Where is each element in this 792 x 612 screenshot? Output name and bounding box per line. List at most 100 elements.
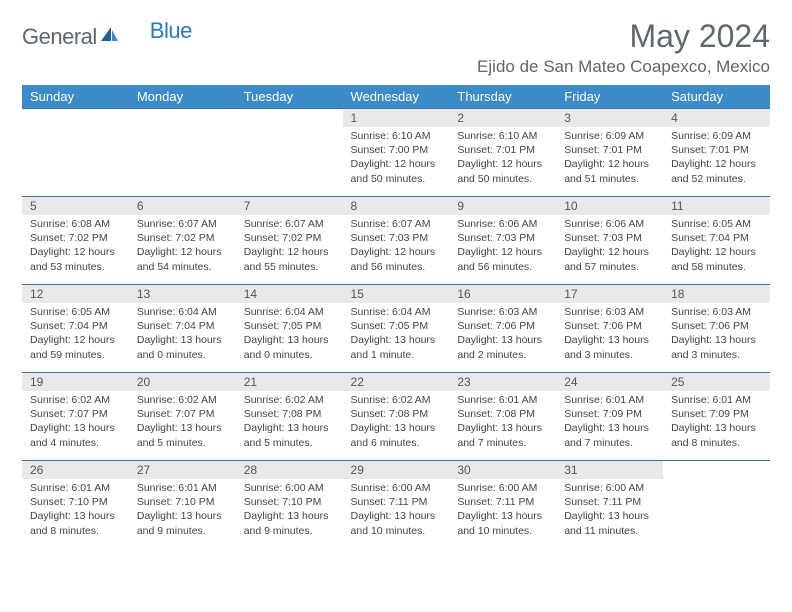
sunset-line: Sunset: 7:01 PM (457, 143, 548, 157)
calendar-head: SundayMondayTuesdayWednesdayThursdayFrid… (22, 85, 770, 109)
calendar-table: SundayMondayTuesdayWednesdayThursdayFrid… (22, 85, 770, 549)
day-number: 25 (663, 373, 770, 391)
calendar-day-cell: 5Sunrise: 6:08 AMSunset: 7:02 PMDaylight… (22, 197, 129, 285)
weekday-header: Friday (556, 85, 663, 109)
day-body: Sunrise: 6:04 AMSunset: 7:05 PMDaylight:… (343, 303, 450, 366)
day-body: Sunrise: 6:07 AMSunset: 7:02 PMDaylight:… (236, 215, 343, 278)
daylight-line: Daylight: 12 hours and 50 minutes. (457, 157, 548, 185)
day-number: 27 (129, 461, 236, 479)
calendar-day-cell (663, 461, 770, 549)
calendar-day-cell: 8Sunrise: 6:07 AMSunset: 7:03 PMDaylight… (343, 197, 450, 285)
sunset-line: Sunset: 7:10 PM (244, 495, 335, 509)
day-number: 3 (556, 109, 663, 127)
sunrise-line: Sunrise: 6:02 AM (30, 393, 121, 407)
calendar-day-cell: 18Sunrise: 6:03 AMSunset: 7:06 PMDayligh… (663, 285, 770, 373)
day-number: 11 (663, 197, 770, 215)
sunset-line: Sunset: 7:05 PM (351, 319, 442, 333)
day-body: Sunrise: 6:07 AMSunset: 7:03 PMDaylight:… (343, 215, 450, 278)
daylight-line: Daylight: 13 hours and 8 minutes. (671, 421, 762, 449)
daylight-line: Daylight: 13 hours and 3 minutes. (564, 333, 655, 361)
daylight-line: Daylight: 12 hours and 57 minutes. (564, 245, 655, 273)
sunrise-line: Sunrise: 6:07 AM (244, 217, 335, 231)
calendar-day-cell: 16Sunrise: 6:03 AMSunset: 7:06 PMDayligh… (449, 285, 556, 373)
daylight-line: Daylight: 13 hours and 2 minutes. (457, 333, 548, 361)
day-number: 10 (556, 197, 663, 215)
day-number: 4 (663, 109, 770, 127)
calendar-day-cell: 6Sunrise: 6:07 AMSunset: 7:02 PMDaylight… (129, 197, 236, 285)
sunset-line: Sunset: 7:06 PM (564, 319, 655, 333)
sunrise-line: Sunrise: 6:01 AM (564, 393, 655, 407)
sunset-line: Sunset: 7:01 PM (564, 143, 655, 157)
calendar-day-cell (129, 109, 236, 197)
month-title: May 2024 (477, 18, 770, 55)
day-number: 5 (22, 197, 129, 215)
calendar-day-cell: 31Sunrise: 6:00 AMSunset: 7:11 PMDayligh… (556, 461, 663, 549)
calendar-day-cell: 17Sunrise: 6:03 AMSunset: 7:06 PMDayligh… (556, 285, 663, 373)
daylight-line: Daylight: 13 hours and 6 minutes. (351, 421, 442, 449)
weekday-header: Sunday (22, 85, 129, 109)
calendar-day-cell: 22Sunrise: 6:02 AMSunset: 7:08 PMDayligh… (343, 373, 450, 461)
daylight-line: Daylight: 13 hours and 10 minutes. (351, 509, 442, 537)
day-number: 20 (129, 373, 236, 391)
sunrise-line: Sunrise: 6:01 AM (137, 481, 228, 495)
sunset-line: Sunset: 7:11 PM (351, 495, 442, 509)
daylight-line: Daylight: 13 hours and 9 minutes. (244, 509, 335, 537)
day-number: 29 (343, 461, 450, 479)
sunset-line: Sunset: 7:11 PM (564, 495, 655, 509)
day-number: 17 (556, 285, 663, 303)
calendar-day-cell: 3Sunrise: 6:09 AMSunset: 7:01 PMDaylight… (556, 109, 663, 197)
daylight-line: Daylight: 13 hours and 4 minutes. (30, 421, 121, 449)
day-number: 28 (236, 461, 343, 479)
day-number: 31 (556, 461, 663, 479)
daylight-line: Daylight: 13 hours and 7 minutes. (457, 421, 548, 449)
day-number: 14 (236, 285, 343, 303)
calendar-day-cell: 11Sunrise: 6:05 AMSunset: 7:04 PMDayligh… (663, 197, 770, 285)
sunrise-line: Sunrise: 6:05 AM (671, 217, 762, 231)
daylight-line: Daylight: 13 hours and 8 minutes. (30, 509, 121, 537)
sunrise-line: Sunrise: 6:04 AM (137, 305, 228, 319)
calendar-day-cell: 20Sunrise: 6:02 AMSunset: 7:07 PMDayligh… (129, 373, 236, 461)
day-number: 2 (449, 109, 556, 127)
day-body: Sunrise: 6:05 AMSunset: 7:04 PMDaylight:… (663, 215, 770, 278)
calendar-body: 1Sunrise: 6:10 AMSunset: 7:00 PMDaylight… (22, 109, 770, 549)
daylight-line: Daylight: 12 hours and 52 minutes. (671, 157, 762, 185)
title-block: May 2024 Ejido de San Mateo Coapexco, Me… (477, 18, 770, 77)
calendar-day-cell: 15Sunrise: 6:04 AMSunset: 7:05 PMDayligh… (343, 285, 450, 373)
day-body: Sunrise: 6:01 AMSunset: 7:10 PMDaylight:… (129, 479, 236, 542)
calendar-day-cell: 24Sunrise: 6:01 AMSunset: 7:09 PMDayligh… (556, 373, 663, 461)
day-body: Sunrise: 6:03 AMSunset: 7:06 PMDaylight:… (449, 303, 556, 366)
daylight-line: Daylight: 13 hours and 9 minutes. (137, 509, 228, 537)
sunset-line: Sunset: 7:00 PM (351, 143, 442, 157)
calendar-week-row: 12Sunrise: 6:05 AMSunset: 7:04 PMDayligh… (22, 285, 770, 373)
day-number: 8 (343, 197, 450, 215)
sunrise-line: Sunrise: 6:00 AM (244, 481, 335, 495)
calendar-day-cell: 28 Sunrise: 6:00 AMSunset: 7:10 PMDayligh… (236, 461, 343, 549)
sunset-line: Sunset: 7:04 PM (30, 319, 121, 333)
sunrise-line: Sunrise: 6:02 AM (137, 393, 228, 407)
sunrise-line: Sunrise: 6:02 AM (244, 393, 335, 407)
day-number: 15 (343, 285, 450, 303)
calendar-day-cell: 29Sunrise: 6:00 AMSunset: 7:11 PMDayligh… (343, 461, 450, 549)
daylight-line: Daylight: 13 hours and 11 minutes. (564, 509, 655, 537)
daylight-line: Daylight: 13 hours and 10 minutes. (457, 509, 548, 537)
sunrise-line: Sunrise: 6:01 AM (671, 393, 762, 407)
day-number: 30 (449, 461, 556, 479)
daylight-line: Daylight: 12 hours and 58 minutes. (671, 245, 762, 273)
day-body: Sunrise: 6:02 AMSunset: 7:08 PMDaylight:… (343, 391, 450, 454)
sunset-line: Sunset: 7:01 PM (671, 143, 762, 157)
calendar-day-cell: 12Sunrise: 6:05 AMSunset: 7:04 PMDayligh… (22, 285, 129, 373)
calendar-week-row: 5Sunrise: 6:08 AMSunset: 7:02 PMDaylight… (22, 197, 770, 285)
sunrise-line: Sunrise: 6:06 AM (457, 217, 548, 231)
day-number: 9 (449, 197, 556, 215)
day-number: 12 (22, 285, 129, 303)
day-body: Sunrise: 6:00 AMSunset: 7:11 PMDaylight:… (556, 479, 663, 542)
sunset-line: Sunset: 7:08 PM (244, 407, 335, 421)
daylight-line: Daylight: 12 hours and 50 minutes. (351, 157, 442, 185)
day-body: Sunrise: 6:01 AMSunset: 7:09 PMDaylight:… (556, 391, 663, 454)
sunset-line: Sunset: 7:08 PM (457, 407, 548, 421)
sunrise-line: Sunrise: 6:02 AM (351, 393, 442, 407)
sunset-line: Sunset: 7:09 PM (671, 407, 762, 421)
daylight-line: Daylight: 13 hours and 0 minutes. (244, 333, 335, 361)
sunset-line: Sunset: 7:10 PM (137, 495, 228, 509)
sunrise-line: Sunrise: 6:08 AM (30, 217, 121, 231)
